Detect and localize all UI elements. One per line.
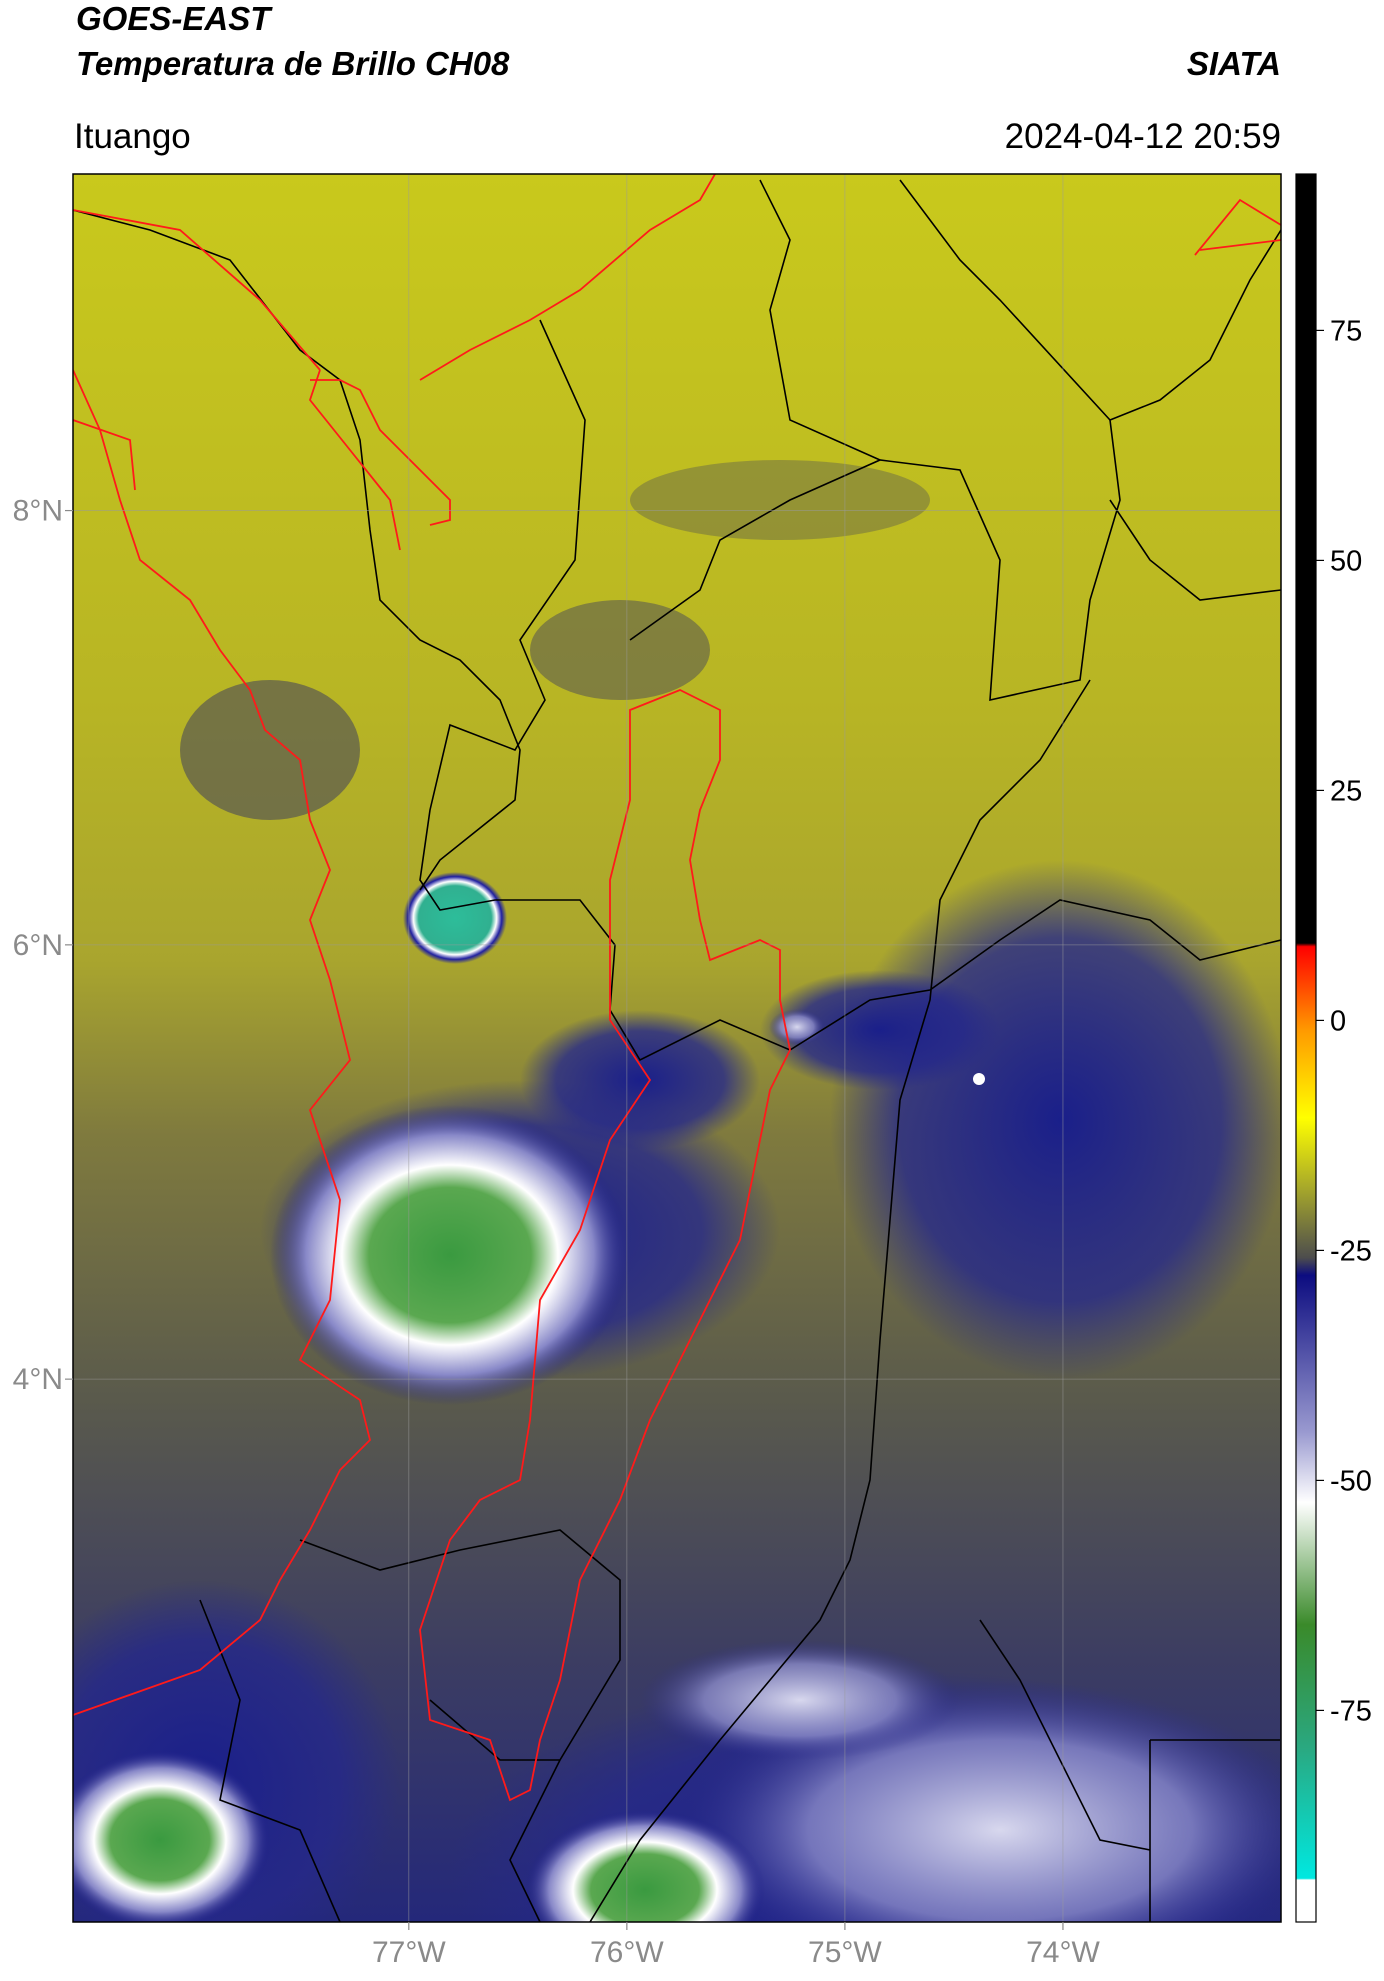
x-tick-label: 74°W xyxy=(1026,1936,1100,1969)
x-tick-label: 75°W xyxy=(808,1936,882,1969)
datetime: 2024-04-12 20:59 xyxy=(1005,117,1281,156)
subtitle: Temperatura de Brillo CH08 xyxy=(76,45,510,82)
colorbar xyxy=(1295,173,1317,1923)
map-frame xyxy=(72,173,1282,1923)
y-tick-label: 4°N xyxy=(13,1363,63,1396)
y-tick-label: 8°N xyxy=(13,495,63,528)
title: GOES-EAST xyxy=(76,0,273,37)
colorbar-tick-label: 25 xyxy=(1330,775,1362,807)
colorbar-tick-label: -50 xyxy=(1330,1465,1372,1497)
satellite-image xyxy=(73,174,1281,1922)
source: SIATA xyxy=(1187,45,1281,82)
colorbar-tick-label: 50 xyxy=(1330,545,1362,577)
borders xyxy=(73,174,1281,1922)
colorbar-tick-label: 75 xyxy=(1330,315,1362,347)
ticks: 77°W 76°W 75°W 74°W 8°N 6°N 4°N 75 50 25 0 -25 -50 -7… xyxy=(13,315,1372,1969)
x-tick-label: 77°W xyxy=(372,1936,446,1969)
colorbar-tick-label: 0 xyxy=(1330,1005,1346,1037)
colorbar-tick-label: -75 xyxy=(1330,1695,1372,1727)
x-tick-label: 76°W xyxy=(590,1936,664,1969)
y-tick-label: 6°N xyxy=(13,929,63,962)
location: Ituango xyxy=(74,117,191,156)
grid xyxy=(73,174,1281,1922)
colorbar-tick-label: -25 xyxy=(1330,1235,1372,1267)
